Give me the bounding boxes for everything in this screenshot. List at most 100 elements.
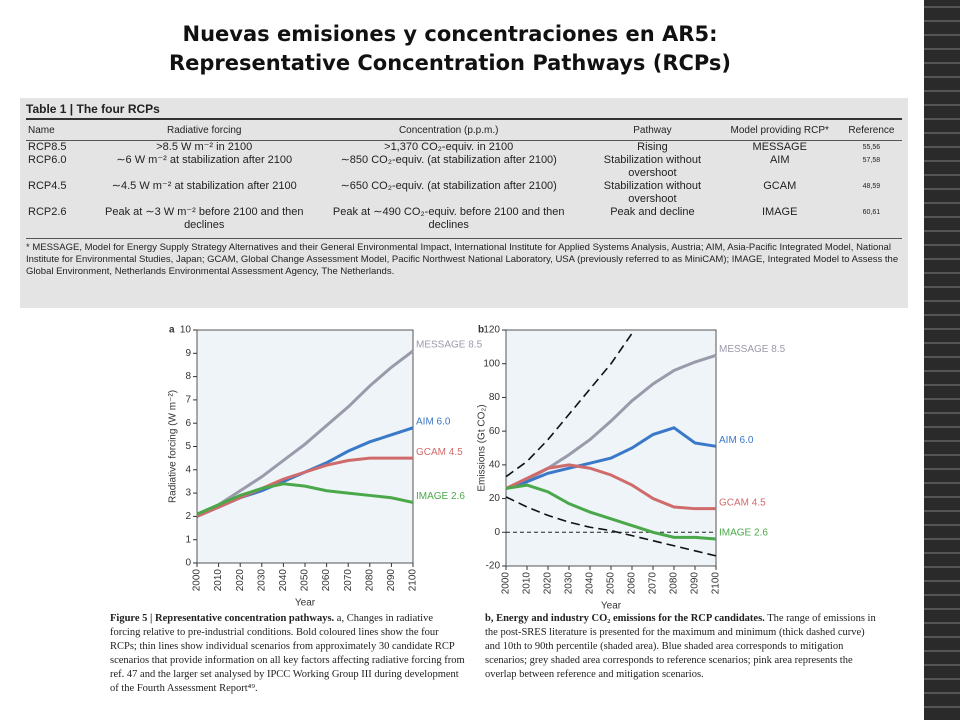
table-cell: RCP2.6 [28,206,67,218]
table-cell: ∼6 W m⁻² at stabilization after 2100 [116,154,293,166]
y-tick-label: 120 [483,325,500,336]
series-label: MESSAGE 8.5 [416,340,483,351]
table-footnote: * MESSAGE, Model for Energy Supply Strat… [26,238,902,278]
table-cell: Peak at ∼3 W m⁻² before 2100 and then de… [105,206,304,231]
range-curve [505,496,717,557]
title-line: Representative Concentration Pathways (R… [168,51,732,75]
y-tick-label: 60 [489,426,501,437]
column-header: Model providing RCP* [718,123,841,141]
table-cell: >1,370 CO₂-equiv. in 2100 [384,141,514,153]
x-tick-label: 2040 [278,569,289,592]
table-cell: AIM [769,154,790,166]
table-cell: RCP6.0 [28,154,67,166]
y-axis-label: Radiative forcing (W m⁻²) [168,390,179,503]
caption-text: a, Changes in radiative forcing relative… [110,613,465,694]
table-row: RCP6.0 ∼6 W m⁻² at stabilization after 21… [26,154,902,180]
y-tick-label: 8 [185,371,191,382]
caption-text: The range of emissions in the post-SRES … [485,613,876,680]
table-cell: 60,61 [862,209,881,216]
table-cell: RCP8.5 [28,141,67,153]
series-label: AIM 6.0 [416,417,451,428]
series-line [196,456,413,518]
x-tick-label: 2010 [213,569,224,592]
x-tick-label: 2090 [386,569,397,592]
y-tick-label: 4 [185,464,191,475]
title-line: Nuevas emisiones y concentraciones en AR… [182,22,718,46]
series-line [505,483,717,541]
x-axis-label: Year [601,601,622,610]
y-tick-label: 20 [489,493,501,504]
table: Name Radiative forcing Concentration (p.p.… [26,123,902,232]
x-tick-label: 2080 [364,569,375,592]
series-line [196,482,414,516]
table-cell: 48,59 [862,183,881,190]
y-tick-label: 3 [185,488,191,499]
plot-area [196,329,414,564]
y-tick-label: 0 [494,527,500,538]
panel-letter: a [169,325,175,336]
x-tick-label: 2040 [585,572,596,595]
y-tick-label: 9 [185,348,191,359]
x-tick-label: 2000 [501,572,512,595]
rcp-table: Table 1 | The four RCPs Name Radiative fo… [20,98,908,308]
series-line [505,463,716,511]
y-tick-label: 40 [489,459,501,470]
panel-letter: b [478,325,484,336]
x-tick-label: 2010 [522,572,533,595]
table-cell: MESSAGE [752,141,807,153]
x-axis-label: Year [295,598,316,609]
series-line [196,349,414,518]
x-tick-label: 2020 [235,569,246,592]
y-tick-label: 80 [489,392,501,403]
x-tick-label: 2090 [690,572,701,595]
y-axis-label: Emissions (Gt CO₂) [477,404,488,491]
column-header: Concentration (p.p.m.) [311,123,587,141]
x-tick-label: 2030 [256,569,267,592]
table-cell: 57,58 [862,157,881,164]
y-tick-label: 10 [180,325,192,336]
caption: Figure 5 | Representative concentration … [110,612,465,696]
table-cell: Peak at ∼490 CO₂-equiv. before 2100 and … [332,206,565,231]
x-tick-label: 2100 [711,572,722,595]
series-label: AIM 6.0 [719,435,754,446]
table-cell: ∼650 CO₂-equiv. (at stabilization after … [340,180,557,192]
x-tick-label: 2030 [564,572,575,595]
x-tick-label: 2050 [300,569,311,592]
caption-bold: Figure 5 | Representative concentration … [110,613,335,624]
table-cell: ∼850 CO₂-equiv. (at stabilization after … [340,154,557,166]
film-strip-border [924,0,960,720]
series-label: GCAM 4.5 [719,497,766,508]
y-tick-label: 7 [185,395,191,406]
y-tick-label: 1 [185,534,191,545]
y-tick-label: 6 [185,418,191,429]
x-tick-label: 2060 [627,572,638,595]
range-curve [505,332,633,478]
column-header: Reference [840,123,902,141]
y-tick-label: 2 [185,511,191,522]
y-tick-label: -20 [486,561,501,572]
x-tick-label: 2070 [648,572,659,595]
table-cell: GCAM [763,180,797,192]
slide-title: Nuevas emisiones y concentraciones en AR… [0,20,900,78]
table-row: RCP4.5 ∼4.5 W m⁻² at stabilization after … [26,180,902,206]
table-cell: RCP4.5 [28,180,67,192]
table-cell: ∼4.5 W m⁻² at stabilization after 2100 [111,180,297,192]
series-label: MESSAGE 8.5 [719,344,786,355]
column-header: Radiative forcing [97,123,312,141]
y-tick-label: 0 [185,558,191,569]
series-label: GCAM 4.5 [416,447,463,458]
table-row: RCP8.5 >8.5 W m⁻² in 2100 >1,370 CO₂-equiv… [26,141,902,155]
x-tick-label: 2050 [606,572,617,595]
table-cell: 55,56 [862,144,881,151]
column-header: Name [26,123,98,141]
caption-bold: b, Energy and industry CO₂ emissions for… [485,613,765,624]
y-tick-label: 5 [185,441,191,452]
table-cell: Stabilization without overshoot [603,154,702,179]
x-tick-label: 2000 [192,569,203,592]
x-tick-label: 2070 [343,569,354,592]
caption: b, Energy and industry CO₂ emissions for… [485,612,880,682]
table-cell: >8.5 W m⁻² in 2100 [156,141,253,153]
x-tick-label: 2060 [321,569,332,592]
